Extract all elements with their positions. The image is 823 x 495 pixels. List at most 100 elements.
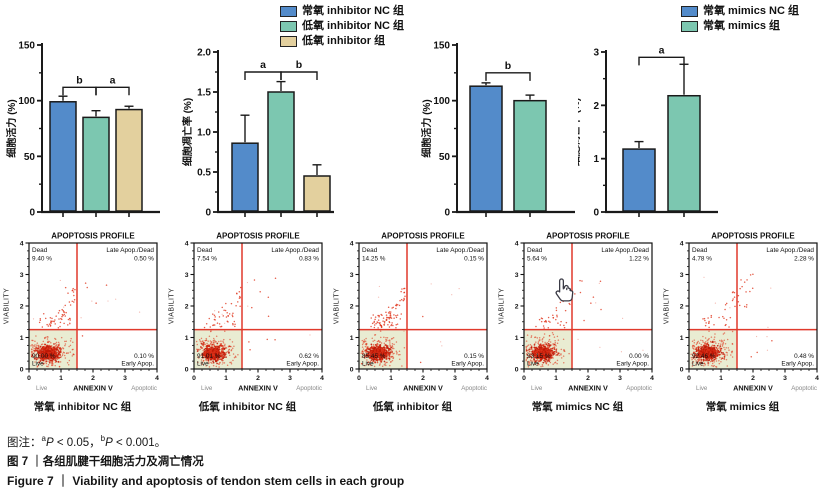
svg-text:0.15 %: 0.15 %: [464, 353, 484, 360]
figure-title-en: Figure 7 ｜ Viability and apoptosis of te…: [7, 473, 405, 488]
svg-text:a: a: [110, 74, 116, 86]
flow-group-caption: 低氧 inhibitor NC 组: [198, 401, 297, 413]
legend-item: 低氧 inhibitor NC 组: [280, 20, 404, 33]
svg-text:2: 2: [593, 101, 599, 112]
svg-text:4: 4: [650, 375, 654, 382]
bar-chart-viability-mimics: 0 50 100 150 b 细胞活力 (%): [420, 40, 592, 230]
svg-text:Late Apop./Dead: Late Apop./Dead: [436, 247, 484, 254]
svg-text:4: 4: [320, 375, 324, 382]
svg-text:VIABILITY: VIABILITY: [4, 288, 11, 324]
svg-text:Live: Live: [696, 385, 708, 392]
svg-text:1: 1: [59, 375, 63, 382]
svg-text:3: 3: [783, 375, 787, 382]
svg-text:1: 1: [350, 335, 354, 342]
svg-text:Live: Live: [692, 361, 704, 368]
scatter-points: [690, 273, 773, 368]
flow-plot-normoxia-mimics-nc: APOPTOSIS PROFILE 0 0 1 1 2 2 3 3 4 4 Dead 5.64 % Lat…: [495, 230, 660, 400]
svg-text:4: 4: [350, 240, 354, 247]
svg-text:100: 100: [433, 96, 450, 107]
legend-label: 常氧 mimics NC 组: [703, 5, 799, 17]
flow-group-caption: 低氧 inhibitor 组: [372, 401, 453, 413]
bar-chart-svg-apoptosis-inhibitor: 0 0.5 1.0 1.5 2.0 a b 细胞凋亡率 (%): [181, 48, 334, 219]
scatter-points: [195, 277, 311, 368]
svg-text:3: 3: [680, 272, 684, 279]
svg-text:1: 1: [224, 375, 228, 382]
svg-text:0: 0: [593, 208, 599, 219]
svg-text:0.00 %: 0.00 %: [629, 353, 649, 360]
svg-text:Live: Live: [32, 361, 44, 368]
svg-text:2.0: 2.0: [197, 48, 211, 59]
svg-text:Live: Live: [531, 385, 543, 392]
svg-text:3: 3: [288, 375, 292, 382]
svg-text:0.50 %: 0.50 %: [134, 256, 154, 263]
svg-text:Dead: Dead: [197, 247, 213, 254]
flow-group-caption: 常氧 mimics NC 组: [531, 401, 624, 413]
flow-plot-svg-flow-3: APOPTOSIS PROFILE 00 1 1 2 2 3 3 4 4 Dead 14.25 % La…: [334, 232, 490, 393]
flow-plot-hypoxia-inhibitor-nc: APOPTOSIS PROFILE 0 0 1 1 2 2 3 3 4 4 Dead 7.54 % Lat…: [165, 230, 330, 400]
svg-text:2: 2: [91, 375, 95, 382]
svg-text:0.83 %: 0.83 %: [299, 256, 319, 263]
svg-text:VIABILITY: VIABILITY: [499, 288, 506, 324]
svg-text:0.62 %: 0.62 %: [299, 353, 319, 360]
svg-text:150: 150: [433, 41, 450, 52]
svg-text:2: 2: [185, 303, 189, 310]
svg-text:Live: Live: [36, 385, 48, 392]
figure-note: 图注：aP < 0.05，bP < 0.001。: [7, 434, 167, 449]
legend-item: 常氧 inhibitor NC 组: [280, 5, 404, 18]
legend-item: 低氧 inhibitor 组: [280, 35, 404, 48]
svg-text:2: 2: [421, 375, 425, 382]
svg-text:4: 4: [815, 375, 819, 382]
legend-label: 常氧 inhibitor NC 组: [302, 5, 405, 17]
svg-text:Dead: Dead: [692, 247, 708, 254]
svg-text:0: 0: [192, 375, 196, 382]
bar-chart-apoptosis-mimics: 0 1 2 3 a 细胞凋亡率 (%): [569, 40, 746, 230]
flow-plot-normoxia-inhibitor-nc: APOPTOSIS PROFILE 0 0 1 1 2 2 3 3 4 4 Dead 9.40 % Lat…: [0, 230, 165, 400]
svg-text:91.01 %: 91.01 %: [197, 353, 221, 360]
svg-text:0.10 %: 0.10 %: [134, 353, 154, 360]
svg-text:0: 0: [29, 208, 35, 219]
svg-text:4: 4: [485, 375, 489, 382]
svg-text:Early Apop.: Early Apop.: [286, 361, 319, 368]
figure-title-zh: 图 7 ｜各组肌腱干细胞活力及凋亡情况: [7, 455, 204, 468]
svg-text:Dead: Dead: [32, 247, 48, 254]
svg-text:a: a: [260, 59, 266, 71]
legend-swatch-icon: [280, 21, 297, 32]
svg-text:Late Apop./Dead: Late Apop./Dead: [106, 247, 154, 254]
svg-text:0: 0: [687, 375, 691, 382]
svg-text:4.78 %: 4.78 %: [692, 256, 712, 263]
svg-text:0.5: 0.5: [197, 168, 211, 179]
legend-swatch-icon: [681, 21, 698, 32]
svg-text:0: 0: [350, 366, 354, 373]
svg-text:0.48 %: 0.48 %: [794, 353, 814, 360]
svg-text:Early Apop.: Early Apop.: [121, 361, 154, 368]
svg-text:APOPTOSIS PROFILE: APOPTOSIS PROFILE: [711, 232, 795, 241]
svg-text:Late Apop./Dead: Late Apop./Dead: [601, 247, 649, 254]
svg-text:1: 1: [719, 375, 723, 382]
svg-text:50: 50: [24, 152, 36, 163]
flow-plot-svg-flow-2: APOPTOSIS PROFILE 00 1 1 2 2 3 3 4 4 Dead 7.54 % Lat…: [169, 232, 325, 393]
svg-text:0: 0: [357, 375, 361, 382]
flow-plot-svg-flow-5: APOPTOSIS PROFILE 00 1 1 2 2 3 3 4 4 Dead 4.78 % Lat…: [664, 232, 820, 393]
svg-text:1: 1: [389, 375, 393, 382]
svg-text:93.15 %: 93.15 %: [527, 353, 551, 360]
flow-plot-normoxia-mimics: APOPTOSIS PROFILE 0 0 1 1 2 2 3 3 4 4 Dead 4.78 % Lat…: [660, 230, 823, 400]
svg-text:3: 3: [185, 272, 189, 279]
legend-item: 常氧 mimics 组: [681, 20, 799, 33]
svg-text:细胞凋亡率 (%): 细胞凋亡率 (%): [578, 98, 582, 166]
flow-group-caption: 常氧 inhibitor NC 组: [33, 401, 132, 413]
legend-label: 常氧 mimics 组: [703, 20, 781, 32]
svg-text:APOPTOSIS PROFILE: APOPTOSIS PROFILE: [51, 232, 135, 241]
legend-label: 低氧 inhibitor 组: [302, 35, 386, 47]
svg-text:1: 1: [593, 154, 599, 165]
flow-plot-svg-flow-4: APOPTOSIS PROFILE 00 1 1 2 2 3 3 4 4 Dead 5.64 % Lat…: [499, 232, 655, 393]
svg-text:3: 3: [20, 272, 24, 279]
svg-text:b: b: [296, 59, 302, 71]
svg-text:2: 2: [350, 303, 354, 310]
svg-text:2.28 %: 2.28 %: [794, 256, 814, 263]
svg-text:3: 3: [453, 375, 457, 382]
legend-mimics-groups: 常氧 mimics NC 组 常氧 mimics 组: [681, 5, 799, 33]
svg-text:90.00 %: 90.00 %: [32, 353, 56, 360]
svg-text:1.0: 1.0: [197, 128, 211, 139]
svg-text:2: 2: [256, 375, 260, 382]
